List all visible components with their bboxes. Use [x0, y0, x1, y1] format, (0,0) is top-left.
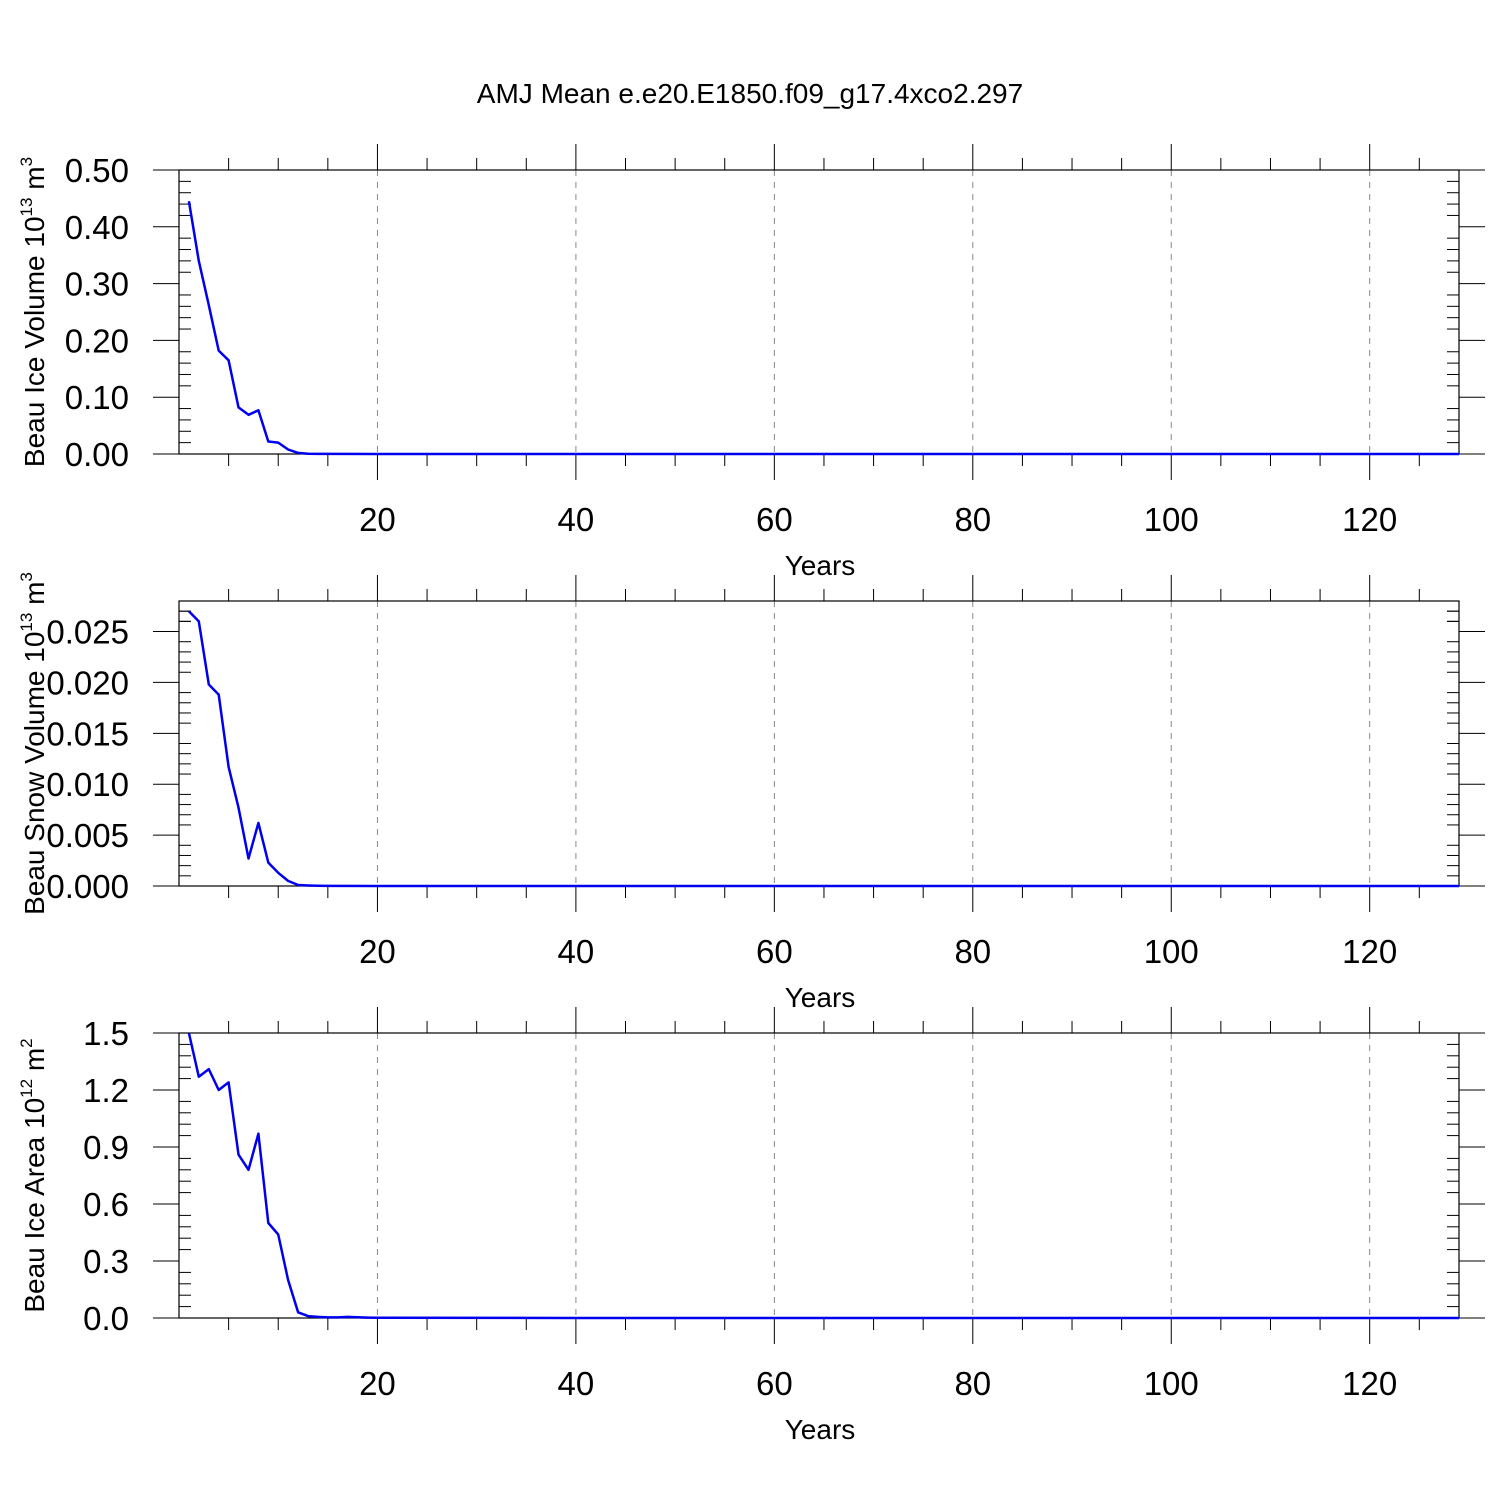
- x-tick-label: 100: [1144, 1365, 1199, 1402]
- y-tick-label: 0.025: [46, 614, 129, 651]
- y-axis-label: Beau Ice Area 1012 m2: [17, 1038, 50, 1312]
- y-tick-label: 0.005: [46, 817, 129, 854]
- y-axis-label-part: 13: [17, 613, 36, 632]
- y-tick-label: 0.020: [46, 664, 129, 701]
- page-title: AMJ Mean e.e20.E1850.f09_g17.4xco2.297: [476, 78, 1024, 109]
- x-tick-label: 120: [1342, 501, 1397, 538]
- y-axis-label-part: 12: [17, 1079, 36, 1098]
- x-tick-label: 60: [756, 1365, 793, 1402]
- x-axis-label: Years: [785, 550, 856, 581]
- series-line: [187, 200, 1459, 456]
- y-axis-label: Beau Ice Volume 1013 m3: [17, 157, 50, 467]
- series-line: [187, 1032, 1459, 1320]
- x-tick-label: 60: [756, 933, 793, 970]
- y-tick-label: 0.000: [46, 868, 129, 905]
- y-tick-label: 0.30: [65, 266, 129, 303]
- y-axis-label-part: m: [19, 1048, 50, 1079]
- x-tick-label: 80: [954, 933, 991, 970]
- x-tick-label: 120: [1342, 1365, 1397, 1402]
- plot-frame: [178, 1032, 1460, 1319]
- plot-frame: [178, 169, 1460, 455]
- y-tick-label: 1.2: [83, 1072, 129, 1109]
- y-tick-label: 0.10: [65, 379, 129, 416]
- y-axis-label: Beau Snow Volume 1013 m3: [17, 572, 50, 915]
- x-tick-label: 100: [1144, 501, 1199, 538]
- x-tick-label: 60: [756, 501, 793, 538]
- y-axis-label-part: 3: [17, 572, 36, 581]
- x-tick-label: 80: [954, 501, 991, 538]
- y-tick-label: 0.9: [83, 1129, 129, 1166]
- x-tick-label: 20: [359, 1365, 396, 1402]
- x-tick-label: 20: [359, 933, 396, 970]
- y-tick-label: 1.5: [83, 1015, 129, 1052]
- x-axis-label: Years: [785, 982, 856, 1013]
- plot-frame: [178, 600, 1460, 887]
- x-tick-label: 40: [558, 933, 595, 970]
- y-tick-label: 0.015: [46, 715, 129, 752]
- x-tick-label: 80: [954, 1365, 991, 1402]
- y-tick-label: 0.6: [83, 1186, 129, 1223]
- x-tick-label: 100: [1144, 933, 1199, 970]
- y-axis-label-part: Beau Snow Volume 10: [19, 632, 50, 915]
- y-axis-label-part: m: [19, 166, 50, 197]
- y-axis-label-part: Beau Ice Volume 10: [19, 216, 50, 467]
- y-tick-label: 0.0: [83, 1300, 129, 1337]
- y-tick-label: 0.00: [65, 436, 129, 473]
- y-tick-label: 0.50: [65, 152, 129, 189]
- x-tick-label: 40: [558, 501, 595, 538]
- y-axis-label-part: 13: [17, 198, 36, 217]
- x-tick-label: 20: [359, 501, 396, 538]
- y-tick-label: 0.010: [46, 766, 129, 803]
- x-axis-label: Years: [785, 1414, 856, 1445]
- x-tick-label: 120: [1342, 933, 1397, 970]
- chart-panel-3: 0.0 0.3 0.6 0.9 1.2 1.5 20 40 60 80 100 120 Years Bea…: [17, 1007, 1485, 1445]
- y-axis-label-part: Beau Ice Area 10: [19, 1098, 50, 1313]
- y-axis-label-part: 3: [17, 157, 36, 166]
- y-tick-label: 0.20: [65, 322, 129, 359]
- y-axis-label-part: 2: [17, 1038, 36, 1047]
- chart-panel-2: 0.000 0.005 0.010 0.015 0.020 0.025 20 40 60 80 10…: [17, 572, 1485, 1013]
- y-axis-label-part: m: [19, 582, 50, 613]
- y-tick-label: 0.3: [83, 1243, 129, 1280]
- chart-panel-1: 0.00 0.10 0.20 0.30 0.40 0.50 20 40 60 80 100 120 Ye…: [17, 144, 1485, 581]
- x-tick-label: 40: [558, 1365, 595, 1402]
- y-tick-label: 0.40: [65, 209, 129, 246]
- series-line: [188, 610, 1459, 888]
